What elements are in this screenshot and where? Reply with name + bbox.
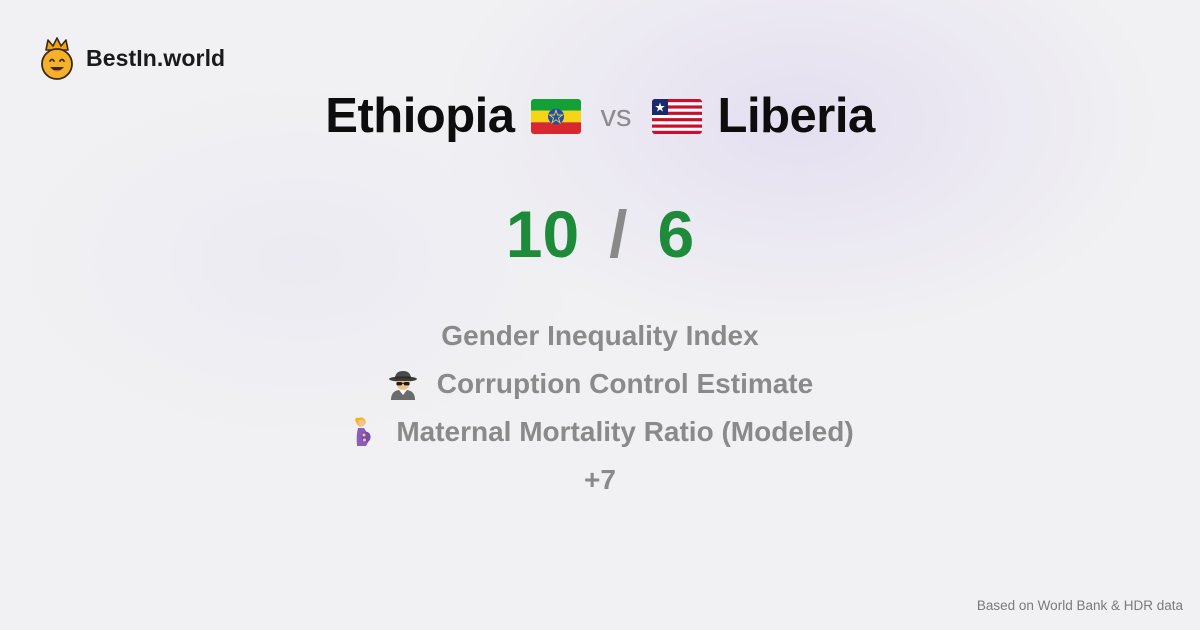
- pregnant-woman-icon: [355, 417, 371, 446]
- metric-label: Corruption Control Estimate: [436, 368, 814, 399]
- spy-detective-icon: [388, 371, 417, 400]
- score-separator: /: [609, 197, 628, 271]
- comparison-title: Ethiopia vs Liberia: [0, 84, 1200, 148]
- metric-gender-inequality[interactable]: Gender Inequality Index: [441, 312, 758, 360]
- left-country-name[interactable]: Ethiopia: [325, 89, 515, 143]
- brand[interactable]: BestIn.world: [38, 36, 225, 80]
- right-score: 6: [657, 197, 695, 271]
- ethiopia-flag-icon: [530, 98, 581, 134]
- vs-separator: vs: [600, 98, 632, 133]
- right-country-name[interactable]: Liberia: [717, 89, 876, 143]
- left-score: 10: [505, 197, 580, 271]
- metric-label: Maternal Mortality Ratio (Modeled): [396, 416, 854, 447]
- metric-corruption-control[interactable]: Corruption Control Estimate: [387, 360, 813, 408]
- liberia-flag-icon: [651, 98, 702, 134]
- crown-smiley-icon: [41, 37, 73, 80]
- brand-name: BestIn.world: [86, 44, 226, 71]
- more-metrics-count[interactable]: +7: [584, 456, 616, 504]
- more-count-label: +7: [584, 464, 616, 495]
- metrics-list: Gender Inequality Index Corruption Contr…: [0, 312, 1200, 504]
- score: 10 / 6: [0, 192, 1200, 276]
- data-source-note: Based on World Bank & HDR data: [976, 598, 1183, 613]
- metric-label: Gender Inequality Index: [441, 320, 759, 351]
- metric-maternal-mortality[interactable]: Maternal Mortality Ratio (Modeled): [346, 408, 854, 456]
